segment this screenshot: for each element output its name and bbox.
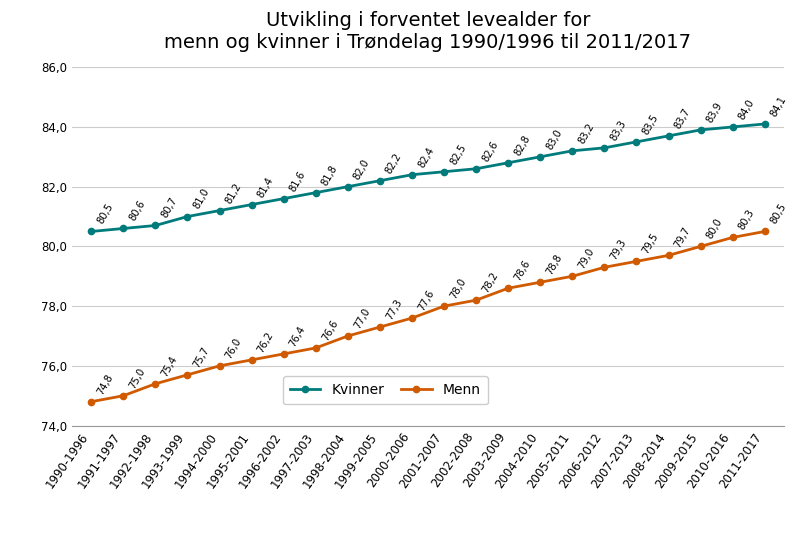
Kvinner xyxy=(503,160,513,166)
Text: 74,8: 74,8 xyxy=(95,372,115,396)
Text: 77,0: 77,0 xyxy=(352,306,372,330)
Menn xyxy=(343,333,353,339)
Kvinner xyxy=(118,225,128,232)
Menn xyxy=(279,351,289,357)
Text: 84,0: 84,0 xyxy=(737,97,757,122)
Menn xyxy=(214,362,224,369)
Menn xyxy=(86,398,96,405)
Text: 76,4: 76,4 xyxy=(288,324,307,348)
Text: 76,2: 76,2 xyxy=(256,330,275,354)
Text: 82,2: 82,2 xyxy=(384,151,404,175)
Text: 83,3: 83,3 xyxy=(609,118,628,142)
Menn xyxy=(728,234,738,241)
Text: 76,0: 76,0 xyxy=(224,336,243,360)
Text: 80,5: 80,5 xyxy=(769,202,789,226)
Kvinner xyxy=(279,195,289,202)
Text: 79,0: 79,0 xyxy=(577,246,596,270)
Text: 78,2: 78,2 xyxy=(480,270,500,295)
Text: 83,7: 83,7 xyxy=(673,106,692,130)
Kvinner xyxy=(728,124,738,130)
Text: 81,0: 81,0 xyxy=(192,187,211,211)
Kvinner xyxy=(214,207,224,214)
Text: 80,5: 80,5 xyxy=(95,202,115,226)
Kvinner xyxy=(343,183,353,190)
Text: 82,8: 82,8 xyxy=(512,133,532,157)
Text: 82,4: 82,4 xyxy=(416,145,436,169)
Menn xyxy=(696,243,706,250)
Line: Menn: Menn xyxy=(88,228,768,405)
Text: 77,6: 77,6 xyxy=(416,288,436,312)
Text: 79,7: 79,7 xyxy=(673,226,693,250)
Text: 79,3: 79,3 xyxy=(609,237,628,262)
Line: Kvinner: Kvinner xyxy=(88,121,768,235)
Kvinner xyxy=(632,138,642,145)
Text: 82,5: 82,5 xyxy=(448,142,468,166)
Menn xyxy=(118,393,128,399)
Title: Utvikling i forventet levealder for
menn og kvinner i Trøndelag 1990/1996 til 20: Utvikling i forventet levealder for menn… xyxy=(165,11,691,52)
Kvinner xyxy=(150,222,160,229)
Menn xyxy=(599,264,609,270)
Menn xyxy=(375,324,385,330)
Kvinner xyxy=(182,213,192,220)
Text: 81,8: 81,8 xyxy=(320,163,339,187)
Menn xyxy=(439,303,449,310)
Text: 79,5: 79,5 xyxy=(641,231,661,256)
Kvinner xyxy=(599,144,609,151)
Kvinner xyxy=(311,189,321,196)
Text: 83,5: 83,5 xyxy=(641,112,660,136)
Text: 81,2: 81,2 xyxy=(224,181,243,205)
Text: 78,0: 78,0 xyxy=(448,277,468,301)
Menn xyxy=(247,357,257,363)
Menn xyxy=(664,252,674,259)
Menn xyxy=(150,380,160,387)
Menn xyxy=(535,279,545,286)
Menn xyxy=(760,228,770,235)
Kvinner xyxy=(760,120,770,127)
Menn xyxy=(632,258,642,265)
Kvinner xyxy=(247,201,257,208)
Text: 77,3: 77,3 xyxy=(384,297,404,321)
Kvinner xyxy=(535,153,545,160)
Text: 78,6: 78,6 xyxy=(512,259,532,283)
Text: 83,0: 83,0 xyxy=(545,127,564,151)
Kvinner xyxy=(407,171,417,178)
Kvinner xyxy=(439,169,449,175)
Kvinner xyxy=(471,165,481,172)
Kvinner xyxy=(86,228,96,235)
Text: 80,7: 80,7 xyxy=(159,196,179,220)
Text: 84,1: 84,1 xyxy=(769,94,789,118)
Text: 83,2: 83,2 xyxy=(577,121,596,145)
Kvinner xyxy=(567,147,577,154)
Text: 75,7: 75,7 xyxy=(192,345,211,369)
Text: 80,3: 80,3 xyxy=(737,208,757,232)
Text: 75,0: 75,0 xyxy=(127,366,147,390)
Kvinner xyxy=(696,127,706,133)
Kvinner xyxy=(664,133,674,139)
Menn xyxy=(182,371,192,378)
Text: 76,6: 76,6 xyxy=(320,318,340,342)
Text: 78,8: 78,8 xyxy=(545,253,564,277)
Text: 82,6: 82,6 xyxy=(480,139,500,163)
Text: 81,4: 81,4 xyxy=(256,175,275,199)
Legend: Kvinner, Menn: Kvinner, Menn xyxy=(283,376,488,404)
Text: 83,9: 83,9 xyxy=(705,100,725,124)
Text: 82,0: 82,0 xyxy=(352,157,372,181)
Text: 80,6: 80,6 xyxy=(127,199,147,223)
Menn xyxy=(471,297,481,304)
Menn xyxy=(311,344,321,351)
Menn xyxy=(567,273,577,279)
Menn xyxy=(407,315,417,321)
Menn xyxy=(503,285,513,292)
Text: 81,6: 81,6 xyxy=(288,169,307,193)
Kvinner xyxy=(375,178,385,184)
Text: 75,4: 75,4 xyxy=(159,354,179,378)
Text: 80,0: 80,0 xyxy=(705,217,724,241)
